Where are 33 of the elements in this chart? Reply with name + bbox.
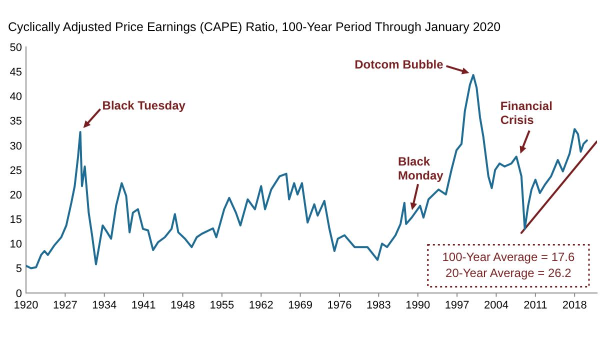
x-tick-label: 2011	[524, 299, 548, 312]
annotation: Black Monday	[398, 154, 444, 182]
x-tick-label: 1941	[131, 299, 156, 312]
x-tick-label: 1955	[210, 299, 234, 312]
x-tick-label: 1927	[52, 299, 78, 312]
y-tick-label: 10	[10, 238, 22, 251]
x-tick-label: 1990	[406, 299, 430, 312]
x-tick-label: 1983	[366, 299, 391, 312]
y-tick-label: 0	[16, 288, 22, 300]
x-tick-label: 2004	[484, 299, 508, 312]
y-tick-label: 30	[10, 140, 22, 152]
y-tick-label: 25	[10, 164, 22, 177]
annotation: Financial Crisis	[500, 98, 552, 127]
annotation: 20-Year Average = 26.2	[446, 266, 572, 280]
y-tick-label: 35	[10, 116, 22, 128]
y-tick-label: 40	[10, 91, 22, 104]
x-tick-label: 2018	[562, 299, 587, 312]
annotation: Dotcom Bubble	[354, 57, 444, 72]
y-tick-label: 45	[10, 66, 22, 79]
chart-subtitle: Cyclically Adjusted Price Earnings (CAPE) Ratio, 100-Year Period Through January 2020	[8, 20, 501, 34]
x-tick-label: 1969	[288, 299, 313, 312]
x-tick-label: 1934	[92, 299, 117, 312]
y-tick-label: 5	[16, 263, 22, 276]
annotation: 100-Year Average = 17.6	[442, 250, 575, 264]
x-tick-label: 1976	[327, 299, 352, 312]
annotation: Black Tuesday	[102, 98, 186, 112]
x-tick-label: 1962	[248, 299, 274, 312]
x-tick-label: 1997	[444, 299, 470, 312]
y-tick-label: 50	[10, 42, 22, 54]
x-tick-label: 1920	[14, 299, 38, 312]
y-tick-label: 15	[10, 214, 22, 226]
y-tick-label: 20	[10, 189, 22, 202]
x-tick-label: 1948	[170, 299, 195, 312]
